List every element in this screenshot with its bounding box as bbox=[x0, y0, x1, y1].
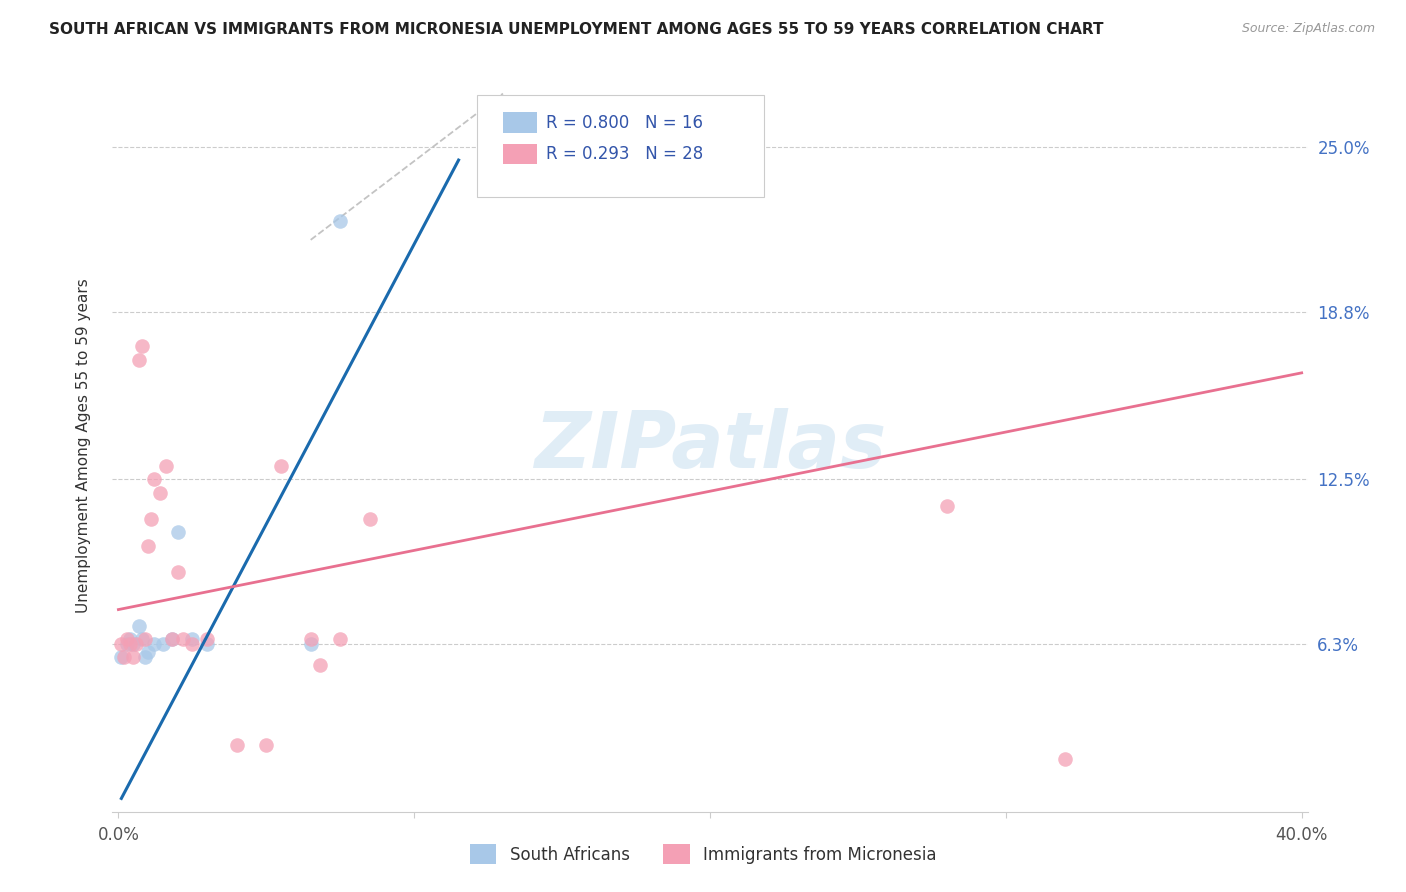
Point bbox=[225, 738, 247, 752]
Point bbox=[254, 738, 277, 752]
Point bbox=[117, 637, 139, 651]
Point bbox=[160, 632, 183, 646]
Point bbox=[122, 650, 145, 665]
Point bbox=[149, 485, 172, 500]
Point bbox=[110, 650, 132, 665]
Text: SOUTH AFRICAN VS IMMIGRANTS FROM MICRONESIA UNEMPLOYMENT AMONG AGES 55 TO 59 YEA: SOUTH AFRICAN VS IMMIGRANTS FROM MICRONE… bbox=[49, 22, 1104, 37]
Point bbox=[329, 632, 352, 646]
Point bbox=[329, 214, 352, 228]
Point bbox=[112, 650, 135, 665]
Point bbox=[166, 566, 188, 580]
Point bbox=[120, 637, 142, 651]
Point bbox=[117, 632, 139, 646]
Point bbox=[181, 632, 204, 646]
Point bbox=[166, 525, 188, 540]
FancyBboxPatch shape bbox=[503, 144, 537, 164]
Point bbox=[136, 645, 159, 659]
Point bbox=[139, 512, 162, 526]
Point bbox=[308, 658, 330, 673]
Point bbox=[131, 632, 153, 646]
Point bbox=[359, 512, 381, 526]
Point bbox=[125, 637, 148, 651]
Point bbox=[134, 650, 156, 665]
Point bbox=[134, 632, 156, 646]
Point bbox=[142, 472, 165, 486]
Text: ZIPatlas: ZIPatlas bbox=[534, 408, 886, 484]
Y-axis label: Unemployment Among Ages 55 to 59 years: Unemployment Among Ages 55 to 59 years bbox=[76, 278, 91, 614]
Point bbox=[142, 637, 165, 651]
Point bbox=[128, 352, 150, 367]
Point bbox=[120, 632, 142, 646]
Point bbox=[299, 637, 322, 651]
Point bbox=[122, 637, 145, 651]
Text: R = 0.800   N = 16: R = 0.800 N = 16 bbox=[547, 113, 703, 132]
Legend: South Africans, Immigrants from Micronesia: South Africans, Immigrants from Micrones… bbox=[463, 838, 943, 871]
Text: R = 0.293   N = 28: R = 0.293 N = 28 bbox=[547, 145, 703, 163]
Point bbox=[136, 539, 159, 553]
Point bbox=[152, 637, 174, 651]
Text: Source: ZipAtlas.com: Source: ZipAtlas.com bbox=[1241, 22, 1375, 36]
Point bbox=[128, 618, 150, 632]
Point bbox=[110, 637, 132, 651]
Point bbox=[195, 632, 218, 646]
Point bbox=[1053, 751, 1076, 765]
FancyBboxPatch shape bbox=[503, 112, 537, 133]
Point bbox=[181, 637, 204, 651]
Point bbox=[299, 632, 322, 646]
Point bbox=[195, 637, 218, 651]
Point bbox=[270, 458, 292, 473]
FancyBboxPatch shape bbox=[477, 95, 763, 197]
Point bbox=[935, 499, 957, 513]
Point bbox=[172, 632, 194, 646]
Point bbox=[160, 632, 183, 646]
Point bbox=[131, 339, 153, 353]
Point bbox=[155, 458, 177, 473]
